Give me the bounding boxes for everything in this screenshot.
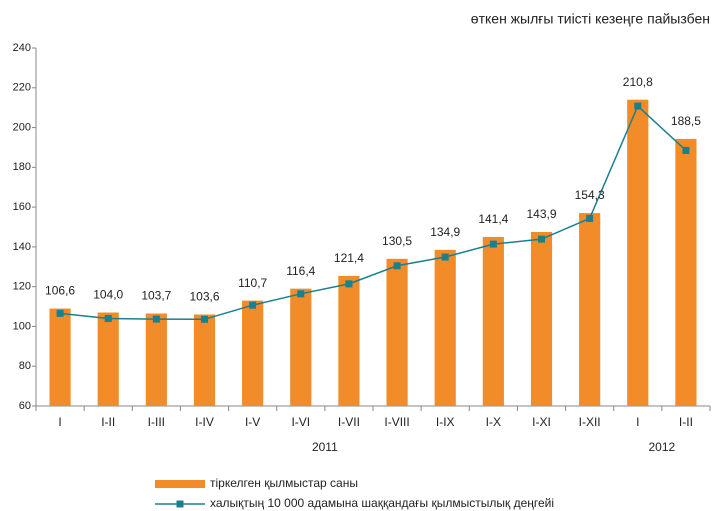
line-marker [489, 240, 497, 248]
bar [386, 258, 408, 406]
x-tick-label: I [636, 415, 639, 429]
legend-marker [176, 500, 184, 508]
y-tick-label: 100 [13, 320, 31, 332]
x-tick-label: I-II [679, 415, 693, 429]
group-label: 2012 [649, 440, 676, 454]
data-label: 134,9 [430, 225, 460, 239]
data-label: 210,8 [623, 75, 653, 89]
group-label: 2011 [312, 440, 338, 454]
line-marker [393, 262, 401, 270]
x-tick-label: I-V [245, 415, 260, 429]
line-marker [441, 253, 449, 261]
data-label: 103,7 [141, 289, 171, 303]
line-marker [586, 214, 594, 222]
y-tick-label: 200 [13, 121, 31, 133]
x-tick-label: I-II [101, 415, 115, 429]
x-tick-label: I [58, 415, 61, 429]
bar [434, 249, 456, 406]
line-marker [104, 314, 112, 322]
x-tick-label: I-III [148, 415, 165, 429]
x-tick-label: I-IX [436, 415, 455, 429]
line-marker [152, 315, 160, 323]
y-tick-label: 80 [19, 360, 31, 372]
line-marker [297, 290, 305, 298]
y-tick-label: 220 [13, 82, 31, 94]
y-tick-label: 240 [13, 42, 31, 54]
bar [675, 138, 697, 407]
bar [482, 236, 504, 406]
chart-subtitle: өткен жылғы тиісті кезеңге пайызбен [471, 11, 710, 27]
legend-swatch [155, 480, 205, 488]
bar [579, 213, 601, 406]
y-tick-label: 120 [13, 281, 31, 293]
x-tick-label: I-IV [195, 415, 214, 429]
y-tick-label: 180 [13, 161, 31, 173]
bar [145, 313, 167, 406]
bar [338, 275, 360, 406]
data-label: 141,4 [478, 212, 508, 226]
line-marker [345, 280, 353, 288]
data-label: 130,5 [382, 234, 412, 248]
data-label: 110,7 [238, 276, 267, 290]
data-label: 188,5 [671, 114, 701, 128]
x-tick-label: I-VI [291, 415, 310, 429]
y-tick-label: 140 [13, 241, 31, 253]
line-marker [249, 301, 257, 309]
legend-label: халықтың 10 000 адамына шаққандағы қылмы… [210, 496, 554, 510]
y-tick-label: 60 [19, 400, 31, 412]
bar [242, 300, 264, 406]
x-tick-label: I-XII [579, 415, 601, 429]
line-marker [201, 315, 208, 323]
line-marker [538, 235, 545, 243]
line-marker [634, 102, 642, 110]
x-tick-label: I-XI [532, 415, 551, 429]
data-label: 116,4 [286, 264, 315, 278]
y-tick-label: 160 [13, 201, 31, 213]
data-label: 104,0 [93, 288, 123, 302]
data-label: 103,6 [189, 290, 219, 304]
x-tick-label: I-VII [338, 415, 360, 429]
bar [49, 308, 71, 406]
bar [290, 288, 312, 406]
bar [97, 312, 119, 406]
data-label: 106,6 [45, 284, 75, 298]
data-label: 143,9 [526, 207, 556, 221]
data-label: 121,4 [334, 251, 364, 265]
x-tick-label: I-X [486, 415, 501, 429]
line-marker [682, 146, 690, 154]
bar [627, 99, 649, 406]
line-marker [56, 309, 64, 317]
line [59, 104, 687, 321]
x-tick-label: I-VIII [384, 415, 409, 429]
bar [193, 314, 216, 406]
legend-label: тіркелген қылмыстар саны [210, 476, 358, 490]
data-label: 154,3 [575, 188, 605, 202]
bar [530, 231, 553, 406]
